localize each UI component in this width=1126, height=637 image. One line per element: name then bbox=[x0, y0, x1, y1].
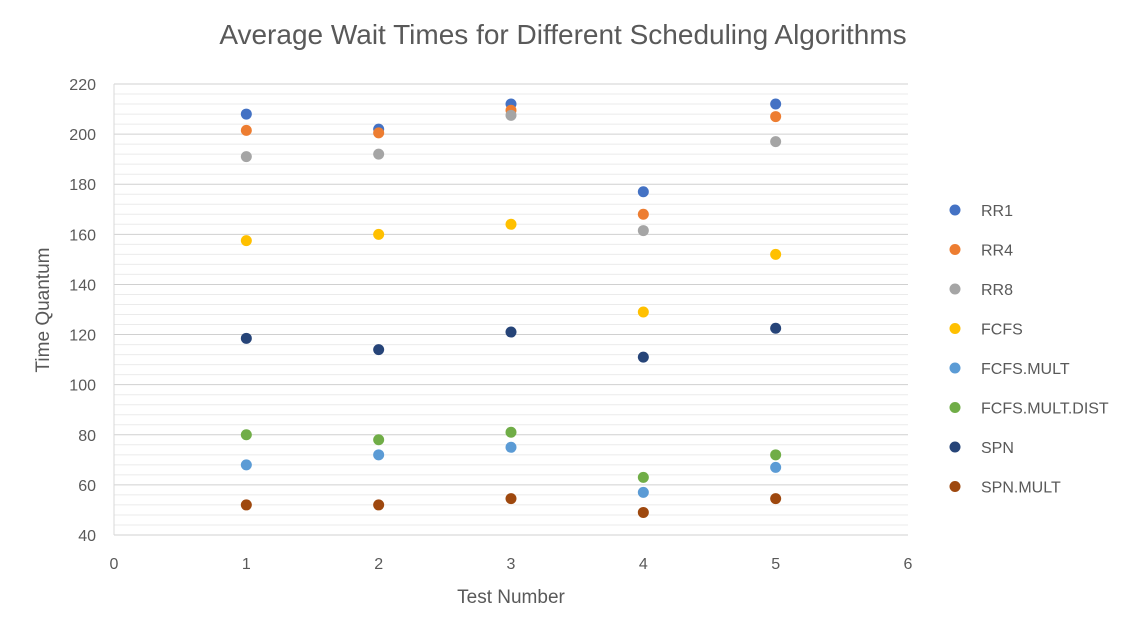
legend-marker-rr8 bbox=[949, 283, 961, 295]
y-tick-label: 80 bbox=[78, 428, 96, 445]
legend-marker-fcfs-mult-dist bbox=[949, 402, 961, 413]
data-point-spn bbox=[770, 322, 782, 334]
legend-label-spn-mult: SPN.MULT bbox=[981, 480, 1061, 497]
legend: RR1 RR4 RR8 FCFS FCFS.MULT FCFS.MULT.DIST SPN S… bbox=[949, 203, 1109, 497]
gridlines bbox=[113, 83, 908, 536]
legend-label-rr1: RR1 bbox=[981, 203, 1013, 220]
x-axis-title: Test Number bbox=[457, 587, 565, 608]
data-point-rr1 bbox=[240, 108, 252, 120]
legend-marker-rr4 bbox=[949, 244, 961, 255]
data-point-fcfs bbox=[373, 228, 385, 240]
y-tick-label: 60 bbox=[78, 478, 96, 495]
data-point-spn-mult bbox=[505, 493, 517, 505]
legend-marker-fcfs-mult bbox=[949, 362, 961, 374]
legend-marker-spn bbox=[949, 441, 961, 453]
data-point-rr4 bbox=[637, 208, 649, 220]
legend-label-rr4: RR4 bbox=[981, 243, 1013, 260]
y-axis-title: Time Quantum bbox=[33, 248, 54, 373]
data-point-rr4 bbox=[770, 111, 782, 123]
data-point-rr4 bbox=[240, 124, 252, 136]
data-point-rr8 bbox=[505, 109, 517, 121]
legend-marker-rr1 bbox=[949, 204, 961, 216]
data-point-rr4 bbox=[373, 127, 385, 139]
y-tick-label: 220 bbox=[69, 77, 96, 94]
legend-marker-spn-mult bbox=[949, 481, 961, 492]
y-tick-label: 120 bbox=[69, 328, 96, 345]
data-point-fcfs-mult bbox=[505, 441, 517, 453]
data-point-fcfs bbox=[505, 218, 517, 230]
legend-label-fcfs-mult: FCFS.MULT bbox=[981, 361, 1070, 378]
data-point-fcfs-mult bbox=[240, 459, 252, 471]
data-point-rr1 bbox=[637, 186, 649, 198]
data-point-fcfs bbox=[637, 306, 649, 318]
data-point-fcfs-mult bbox=[770, 461, 782, 473]
legend-label-rr8: RR8 bbox=[981, 282, 1013, 299]
legend-label-fcfs: FCFS bbox=[981, 322, 1023, 339]
x-tick-label: 3 bbox=[507, 556, 516, 573]
x-tick-label: 5 bbox=[771, 556, 780, 573]
data-point-rr8 bbox=[770, 136, 782, 148]
data-point-spn bbox=[637, 351, 649, 363]
data-point-spn-mult bbox=[373, 499, 385, 511]
data-point-fcfs bbox=[770, 248, 782, 260]
chart-title: Average Wait Times for Different Schedul… bbox=[219, 19, 906, 50]
data-point-spn-mult bbox=[770, 493, 782, 505]
y-tick-label: 200 bbox=[69, 127, 96, 144]
legend-label-fcfs-mult-dist: FCFS.MULT.DIST bbox=[981, 401, 1109, 418]
legend-label-spn: SPN bbox=[981, 440, 1014, 457]
data-point-fcfs-mult-dist bbox=[505, 426, 517, 438]
x-tick-label: 2 bbox=[374, 556, 383, 573]
data-point-fcfs-mult-dist bbox=[373, 434, 385, 446]
data-point-spn bbox=[505, 326, 517, 338]
data-point-fcfs-mult-dist bbox=[770, 449, 782, 461]
y-axis-ticks: 40 60 80 100 120 140 160 180 200 220 bbox=[69, 77, 96, 545]
x-tick-label: 6 bbox=[904, 556, 913, 573]
data-point-rr8 bbox=[637, 225, 649, 237]
data-point-fcfs bbox=[240, 235, 252, 247]
x-tick-label: 0 bbox=[110, 556, 119, 573]
y-tick-label: 180 bbox=[69, 177, 96, 194]
y-tick-label: 140 bbox=[69, 277, 96, 294]
data-point-spn-mult bbox=[637, 506, 649, 518]
x-tick-label: 1 bbox=[242, 556, 251, 573]
data-point-fcfs-mult-dist bbox=[637, 471, 649, 483]
data-point-fcfs-mult-dist bbox=[240, 429, 252, 441]
data-point-fcfs-mult bbox=[637, 486, 649, 498]
data-point-rr8 bbox=[240, 151, 252, 163]
x-tick-label: 4 bbox=[639, 556, 648, 573]
data-points bbox=[240, 98, 782, 518]
data-point-rr8 bbox=[373, 148, 385, 160]
data-point-spn bbox=[240, 332, 252, 344]
y-tick-label: 160 bbox=[69, 227, 96, 244]
data-point-spn-mult bbox=[240, 499, 252, 511]
legend-marker-fcfs bbox=[949, 323, 961, 334]
data-point-spn bbox=[373, 344, 385, 356]
data-point-fcfs-mult bbox=[373, 449, 385, 461]
y-tick-label: 40 bbox=[78, 528, 96, 545]
x-axis-ticks: 0 1 2 3 4 5 6 bbox=[110, 556, 913, 573]
y-tick-label: 100 bbox=[69, 378, 96, 395]
data-point-rr1 bbox=[770, 98, 782, 110]
